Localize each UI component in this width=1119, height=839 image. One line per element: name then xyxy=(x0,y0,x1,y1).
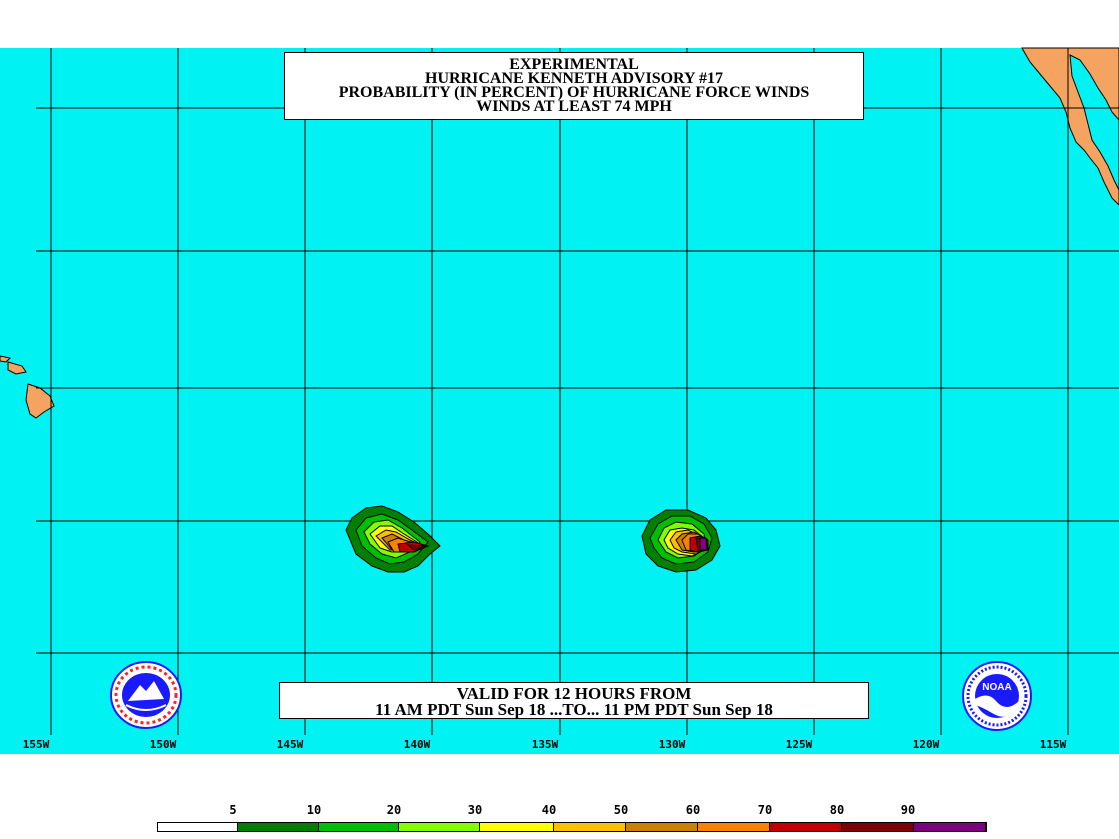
noaa-logo-icon: NOAA xyxy=(962,661,1032,731)
longitude-label-155w: 155W xyxy=(22,738,50,751)
title-line-4: WINDS AT LEAST 74 MPH xyxy=(476,98,672,115)
legend-swatch-50-60 xyxy=(626,823,698,831)
land-hawaii-molokai xyxy=(0,355,12,363)
land-hawaii-maui xyxy=(7,361,27,375)
legend-label-5: 5 xyxy=(229,803,237,817)
title-line-3: PROBABILITY (IN PERCENT) OF HURRICANE FO… xyxy=(338,84,810,101)
legend-label-10: 10 xyxy=(306,803,322,817)
title-line-1: EXPERIMENTAL xyxy=(509,56,639,73)
storm-area-west xyxy=(345,505,441,573)
title-line-2: HURRICANE KENNETH ADVISORY #17 xyxy=(425,70,723,87)
valid-line-2: 11 AM PDT Sun Sep 18 ...TO... 11 PM PDT … xyxy=(375,700,773,719)
nws-logo-icon xyxy=(110,661,182,729)
valid-time-box: VALID FOR 12 HOURS FROM 11 AM PDT Sun Se… xyxy=(279,682,869,719)
legend-swatch-below-5 xyxy=(158,823,238,831)
longitude-label-150w: 150W xyxy=(149,738,177,751)
legend-swatch-10-20 xyxy=(319,823,399,831)
legend-swatch-80-90 xyxy=(842,823,914,831)
legend-label-80: 80 xyxy=(829,803,845,817)
legend-swatch-30-40 xyxy=(480,823,554,831)
longitude-label-130w: 130W xyxy=(658,738,686,751)
land-mexico-mainland xyxy=(1069,54,1119,191)
legend-label-60: 60 xyxy=(685,803,701,817)
map-title-box: EXPERIMENTAL HURRICANE KENNETH ADVISORY … xyxy=(284,52,864,120)
noaa-logo-text: NOAA xyxy=(982,682,1011,693)
legend-swatch-40-50 xyxy=(554,823,626,831)
longitude-label-145w: 145W xyxy=(276,738,304,751)
legend-swatch-5-10 xyxy=(238,823,319,831)
legend-label-40: 40 xyxy=(541,803,557,817)
valid-line-1: VALID FOR 12 HOURS FROM xyxy=(456,684,692,703)
longitude-label-120w: 120W xyxy=(912,738,940,751)
storm-area-east xyxy=(641,509,721,573)
longitude-label-115w: 115W xyxy=(1039,738,1067,751)
longitude-label-135w: 135W xyxy=(531,738,559,751)
longitude-label-125w: 125W xyxy=(785,738,813,751)
legend-label-20: 20 xyxy=(386,803,402,817)
legend-color-bar xyxy=(157,822,987,832)
longitude-label-140w: 140W xyxy=(403,738,431,751)
legend-swatch-above-90 xyxy=(914,823,986,831)
legend-label-90: 90 xyxy=(900,803,916,817)
legend-label-70: 70 xyxy=(757,803,773,817)
legend-swatch-20-30 xyxy=(399,823,480,831)
legend-label-30: 30 xyxy=(467,803,483,817)
legend-swatch-70-80 xyxy=(770,823,842,831)
land-hawaii-big-island xyxy=(25,383,55,419)
legend-label-50: 50 xyxy=(613,803,629,817)
legend-swatch-60-70 xyxy=(698,823,770,831)
